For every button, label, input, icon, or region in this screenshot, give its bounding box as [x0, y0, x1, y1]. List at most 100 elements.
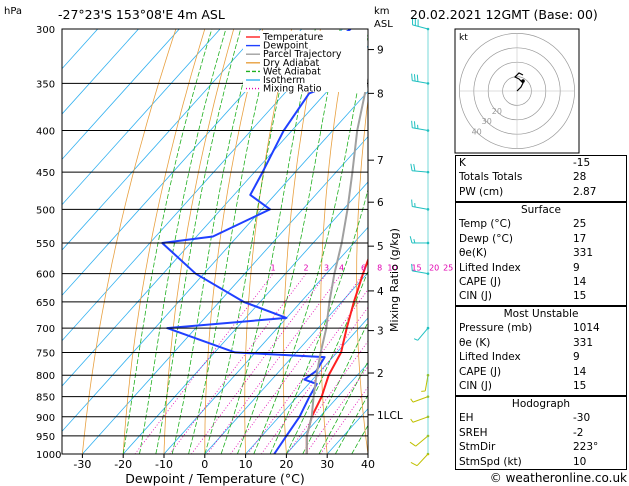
isotherm-line — [62, 29, 180, 160]
most-unstable-title: Most Unstable — [503, 308, 579, 320]
asl-label: ASL — [374, 19, 393, 30]
pressure-axis: 300 350 400 450 500 550 600 650 700 750 800 850 900 9… — [36, 25, 61, 461]
isotherm-line — [285, 362, 368, 454]
wind-barb-shaft — [415, 435, 429, 447]
wind-barb — [410, 163, 430, 174]
wind-barb-flag — [416, 74, 419, 82]
hodograph-table: Hodograph EH -30 SREH -2 StmDir 223° StmSpd… — [456, 397, 626, 469]
mixing-ratio-line — [260, 306, 368, 454]
hodograph-ring-label: 30 — [482, 117, 492, 126]
dry-adiabat-line — [425, 5, 453, 472]
table-row: K -15 — [459, 157, 591, 169]
isotherm-line — [163, 226, 368, 454]
x-tick-label: -20 — [114, 458, 132, 471]
dry-adiabat-line — [122, 29, 206, 454]
legend-entry: Mixing Ratio — [263, 84, 322, 95]
dry-adiabat-line — [81, 29, 177, 454]
wind-barb-flag — [411, 120, 413, 128]
wind-barb — [410, 452, 430, 467]
hodograph-ring-label: 20 — [492, 107, 502, 116]
legend-entry: Dry Adiabat — [263, 58, 320, 69]
wet-adiabat-line — [237, 29, 341, 454]
wind-barb — [411, 199, 430, 211]
wind-barb-flag — [413, 238, 416, 244]
legend-entry: Dewpoint — [263, 41, 308, 52]
dry-adiabat-line — [320, 29, 350, 454]
mixing-ratio-line — [247, 288, 368, 454]
x-axis-label: Dewpoint / Temperature (°C) — [125, 471, 304, 486]
legend-entry: Parcel Trajectory — [263, 49, 342, 60]
surface-table: Surface Temp (°C) 25 Dewp (°C) 17 θe(K) 331… — [456, 203, 626, 304]
surface-box: Surface Temp (°C) 25 Dewp (°C) 17 θe(K) 331… — [455, 202, 627, 306]
wind-barb-flag — [410, 163, 413, 171]
mixing-ratio-label: 4 — [339, 264, 344, 273]
dry-adiabat-line — [244, 29, 293, 454]
hpa-label: hPa — [4, 6, 22, 17]
table-row: CIN (J) 15 — [459, 290, 587, 303]
table-row: Dewp (°C) 17 — [459, 232, 587, 245]
kt-label: kt — [459, 33, 468, 43]
x-tick-label: 30 — [320, 458, 334, 471]
mixing-ratio-line — [305, 365, 368, 454]
wind-barbs — [409, 17, 430, 467]
wind-barb — [409, 236, 430, 245]
pressure-tick-label: 900 — [36, 413, 55, 424]
pressure-tick-label: 700 — [36, 324, 55, 335]
pressure-tick-label: 950 — [36, 432, 55, 443]
pressure-tick-label: 750 — [36, 348, 55, 359]
wind-barb-flag — [410, 418, 414, 423]
wind-barb-flag — [413, 121, 416, 129]
legend-entry: Wet Adiabat — [263, 66, 321, 77]
location-title: -27°23'S 153°08'E 4m ASL — [58, 7, 225, 22]
km-tick-label: 9 — [377, 45, 384, 57]
table-row: θe(K) 331 — [459, 247, 594, 260]
wind-barb — [413, 326, 430, 341]
wind-barb — [409, 434, 430, 447]
mixing-ratio-line — [230, 273, 364, 454]
mixing-ratio-labels: 1 2 3 4 6 8 10 15 20 25 — [270, 264, 453, 273]
pressure-tick-label: 500 — [36, 205, 55, 216]
isotherm-line — [62, 90, 368, 432]
wind-barb — [410, 415, 430, 423]
pressure-tick-label: 450 — [36, 168, 55, 179]
x-tick-label: 40 — [361, 458, 375, 471]
wind-barb-flag — [413, 164, 416, 172]
table-row: θe (K) 331 — [459, 336, 594, 349]
wind-barb-flag — [411, 199, 413, 207]
table-row: PW (cm) 2.87 — [459, 185, 597, 198]
dry-adiabat-line — [356, 97, 368, 454]
isotherm-line — [62, 29, 221, 206]
date-title: 20.02.2021 12GMT (Base: 00) — [410, 7, 598, 22]
wind-barb-shaft — [412, 270, 429, 275]
wind-barb — [410, 395, 430, 403]
pressure-tick-label: 350 — [36, 79, 55, 90]
km-tick-label: 8 — [377, 88, 384, 100]
table-row: EH -30 — [459, 412, 591, 425]
table-row: StmDir 223° — [459, 441, 599, 454]
isotherm-line — [62, 29, 262, 251]
wind-barb-flag — [410, 461, 418, 467]
wet-adiabat-line — [302, 321, 368, 454]
surface-title: Surface — [520, 204, 561, 216]
temperature-line — [305, 257, 368, 454]
x-tick-label: 20 — [279, 458, 293, 471]
isotherm-line — [81, 136, 368, 454]
wind-barb-flag — [409, 236, 413, 244]
wind-barb — [411, 73, 430, 85]
isobars — [62, 28, 368, 455]
wind-barb — [411, 120, 430, 132]
pressure-tick-label: 850 — [36, 393, 55, 404]
wind-barb-flag — [411, 73, 413, 81]
x-tick-label: 10 — [239, 458, 253, 471]
mixing-ratio-label: 25 — [443, 264, 453, 273]
wind-barb-flag — [411, 263, 413, 271]
x-tick-label: -10 — [155, 458, 173, 471]
pressure-tick-label: 650 — [36, 298, 55, 309]
most-unstable-box: Most Unstable Pressure (mb) 1014 θe (K) 33… — [455, 306, 627, 396]
table-row: Totals Totals 28 — [459, 171, 587, 184]
table-row: Temp (°C) 25 — [459, 218, 587, 231]
km-tick-label: 4 — [377, 286, 384, 298]
credit-text: © weatheronline.co.uk — [490, 471, 627, 485]
pressure-tick-label: 550 — [36, 239, 55, 250]
